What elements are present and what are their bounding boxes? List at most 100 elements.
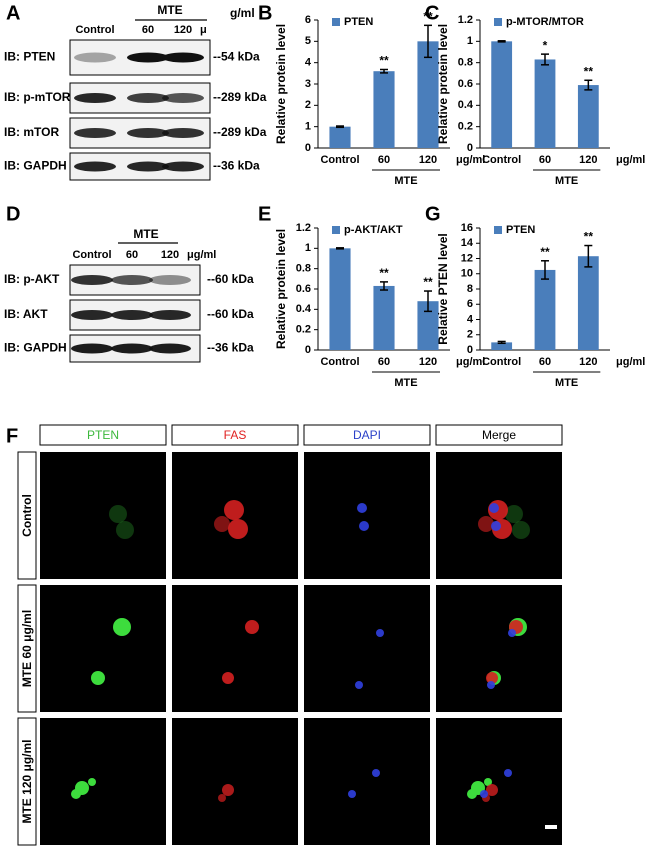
dapi-signal xyxy=(480,790,488,798)
bar xyxy=(329,126,351,148)
error-bar xyxy=(497,40,506,43)
micrograph xyxy=(304,452,430,579)
panel-label: A xyxy=(6,2,20,24)
error-bar xyxy=(380,281,388,291)
dapi-signal xyxy=(376,629,384,637)
group-label: MTE xyxy=(394,175,417,187)
y-tick-label: 14 xyxy=(461,237,474,249)
y-tick-label: 5 xyxy=(305,35,311,47)
pten-signal xyxy=(88,778,96,786)
micrograph xyxy=(40,585,166,712)
error-bar xyxy=(541,260,549,280)
fas-signal xyxy=(245,620,259,634)
band xyxy=(74,52,116,63)
blot-row-label: IB: mTOR xyxy=(4,125,59,139)
micrograph xyxy=(172,585,298,712)
blot-column: 120 xyxy=(161,249,179,261)
band xyxy=(71,275,113,285)
column-header: PTEN xyxy=(87,428,119,442)
x-tick-label: 120 xyxy=(419,154,437,166)
pten-signal xyxy=(116,521,134,539)
legend-label: PTEN xyxy=(506,224,535,236)
band xyxy=(74,128,116,138)
dapi-signal xyxy=(359,521,369,531)
band xyxy=(162,52,204,63)
y-tick-label: 1 xyxy=(467,35,473,47)
y-tick-label: 0.6 xyxy=(458,78,473,90)
band xyxy=(149,343,191,354)
blot-column: 60 xyxy=(142,24,154,36)
y-tick-label: 10 xyxy=(461,268,473,280)
error-bar xyxy=(336,125,344,129)
fas-signal xyxy=(486,672,498,684)
band xyxy=(111,275,153,285)
row-label: MTE 120 μg/ml xyxy=(20,739,34,823)
legend-swatch xyxy=(332,226,340,234)
band xyxy=(149,275,191,285)
y-tick-label: 1.2 xyxy=(296,222,311,234)
y-tick-label: 1 xyxy=(305,242,311,254)
micrograph xyxy=(40,718,166,845)
y-axis-label: Relative protein level xyxy=(274,229,288,349)
micrograph xyxy=(436,718,562,845)
dapi-signal xyxy=(372,769,380,777)
error-bar xyxy=(584,79,593,91)
column-header-box xyxy=(171,424,299,446)
band xyxy=(74,93,116,103)
dapi-signal xyxy=(487,681,495,689)
blot-column: 120 xyxy=(174,24,192,36)
y-tick-label: 12 xyxy=(461,252,473,264)
y-tick-label: 3 xyxy=(305,78,311,90)
blot-row-label: IB: GAPDH xyxy=(4,341,67,355)
column-header: FAS xyxy=(224,428,247,442)
bar xyxy=(417,41,439,149)
unit-label: μg/ml xyxy=(616,154,645,166)
y-tick-label: 2 xyxy=(305,99,311,111)
fas-signal xyxy=(478,516,494,532)
dapi-signal xyxy=(489,503,499,513)
error-bar xyxy=(424,24,432,59)
significance: ** xyxy=(379,266,389,280)
unit-label: μg/ml xyxy=(456,154,485,166)
bar xyxy=(577,85,599,148)
legend-swatch xyxy=(494,226,502,234)
x-tick-label: Control xyxy=(320,356,359,368)
row-label: Control xyxy=(20,494,34,537)
x-tick-label: Control xyxy=(320,154,359,166)
y-tick-label: 6 xyxy=(467,298,473,310)
fas-signal xyxy=(228,519,248,539)
bar xyxy=(373,71,395,148)
pten-signal xyxy=(467,789,477,799)
x-tick-label: 120 xyxy=(579,356,597,368)
y-axis-label: Relative protein level xyxy=(436,24,450,144)
blot-size: --289 kDa xyxy=(213,125,267,139)
y-tick-label: 0 xyxy=(305,142,311,154)
column-header: DAPI xyxy=(353,428,381,442)
band xyxy=(162,161,204,172)
pten-signal xyxy=(505,505,523,523)
x-tick-label: 60 xyxy=(378,356,390,368)
y-tick-label: 0.2 xyxy=(296,324,311,336)
significance: ** xyxy=(540,245,550,259)
blot-column: 60 xyxy=(126,249,138,261)
band xyxy=(111,343,153,354)
x-tick-label: 120 xyxy=(579,154,597,166)
y-tick-label: 0.8 xyxy=(458,57,473,69)
blot-size: --60 kDa xyxy=(207,272,254,286)
bar xyxy=(534,269,556,350)
micrograph xyxy=(172,718,298,845)
y-tick-label: 0 xyxy=(467,142,473,154)
legend-label: p-MTOR/MTOR xyxy=(506,16,584,28)
panel-label: F xyxy=(6,425,18,447)
bar xyxy=(373,285,395,350)
dapi-signal xyxy=(348,790,356,798)
pten-signal xyxy=(113,618,131,636)
group-label: MTE xyxy=(555,175,578,187)
blot-row-label: IB: p-mTOR xyxy=(4,90,71,104)
bar xyxy=(329,248,351,350)
micrograph xyxy=(436,585,562,712)
panel-label: B xyxy=(258,2,272,24)
error-bar xyxy=(541,53,549,66)
dapi-signal xyxy=(355,681,363,689)
micrograph xyxy=(304,585,430,712)
